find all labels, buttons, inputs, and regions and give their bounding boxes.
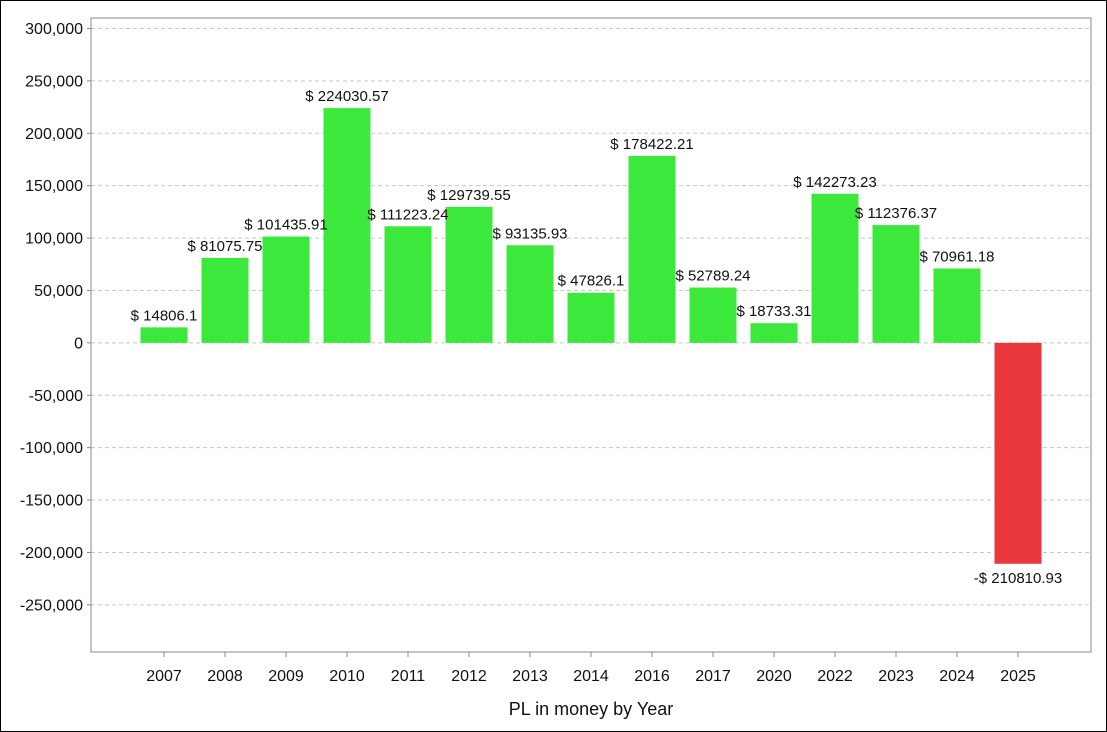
- x-tick-label: 2022: [817, 668, 853, 685]
- y-axis-ticks: 300,000 250,000 200,000 150,000 100,000 50,00…: [20, 21, 91, 614]
- data-label-2008: $ 81075.75: [187, 238, 262, 255]
- y-tick-label: 100,000: [25, 231, 83, 248]
- data-label-2017: $ 52789.24: [675, 268, 750, 285]
- data-label-2020: $ 18733.31: [736, 303, 811, 320]
- data-label-2024: $ 70961.18: [919, 248, 994, 265]
- bar-2013[interactable]: [506, 245, 554, 343]
- bars: [140, 108, 1042, 564]
- x-tick-label: 2024: [939, 668, 975, 685]
- x-tick-label: 2016: [634, 668, 670, 685]
- x-tick-label: 2014: [573, 668, 609, 685]
- data-label-2007: $ 14806.1: [131, 307, 198, 324]
- bar-2011[interactable]: [384, 226, 432, 343]
- x-tick-label: 2010: [329, 668, 365, 685]
- x-tick-label: 2008: [207, 668, 243, 685]
- x-tick-label: 2007: [146, 668, 182, 685]
- x-axis-title: PL in money by Year: [509, 699, 673, 719]
- y-tick-label: -50,000: [29, 388, 83, 405]
- y-tick-label: -200,000: [20, 545, 83, 562]
- y-tick-label: 200,000: [25, 126, 83, 143]
- x-tick-label: 2012: [451, 668, 487, 685]
- x-tick-label: 2023: [878, 668, 914, 685]
- data-label-2013: $ 93135.93: [492, 225, 567, 242]
- data-labels: $ 14806.1 $ 81075.75 $ 101435.91 $ 224030.5…: [131, 88, 1063, 587]
- x-axis-ticks: 2007 2008 2009 2010 2011 2012 2013 2014 2016 2017…: [146, 652, 1036, 685]
- data-label-2016: $ 178422.21: [610, 136, 693, 153]
- x-tick-label: 2025: [1000, 668, 1036, 685]
- data-label-2014: $ 47826.1: [558, 273, 625, 290]
- y-tick-label: -100,000: [20, 440, 83, 457]
- x-tick-label: 2013: [512, 668, 548, 685]
- bar-2012[interactable]: [445, 206, 493, 343]
- x-tick-label: 2020: [756, 668, 792, 685]
- bar-2017[interactable]: [689, 287, 737, 343]
- bar-2014[interactable]: [567, 292, 615, 343]
- x-tick-label: 2009: [268, 668, 304, 685]
- y-tick-label: 50,000: [34, 283, 83, 300]
- y-tick-label: 300,000: [25, 21, 83, 38]
- data-label-2011: $ 111223.24: [367, 206, 448, 223]
- data-label-2022: $ 142273.23: [793, 174, 876, 191]
- data-label-2025: -$ 210810.93: [974, 570, 1062, 587]
- bar-2023[interactable]: [872, 225, 920, 343]
- data-label-2010: $ 224030.57: [305, 88, 388, 105]
- bar-2025[interactable]: [994, 342, 1042, 564]
- bar-2009[interactable]: [262, 236, 310, 343]
- bar-2008[interactable]: [201, 257, 249, 343]
- data-label-2012: $ 129739.55: [427, 187, 510, 204]
- y-tick-label: 250,000: [25, 73, 83, 90]
- y-tick-label: -250,000: [20, 597, 83, 614]
- y-tick-label: 150,000: [25, 178, 83, 195]
- y-tick-label: -150,000: [20, 493, 83, 510]
- x-tick-label: 2017: [695, 668, 731, 685]
- bar-2010[interactable]: [323, 108, 371, 343]
- bar-2020[interactable]: [750, 323, 798, 343]
- bar-2016[interactable]: [628, 155, 676, 343]
- data-label-2023: $ 112376.37: [855, 205, 937, 222]
- y-tick-label: 0: [74, 335, 83, 352]
- bar-2024[interactable]: [933, 268, 981, 343]
- bar-2007[interactable]: [140, 327, 188, 343]
- data-label-2009: $ 101435.91: [244, 217, 327, 234]
- bar-2022[interactable]: [811, 193, 859, 343]
- x-tick-label: 2011: [391, 668, 426, 685]
